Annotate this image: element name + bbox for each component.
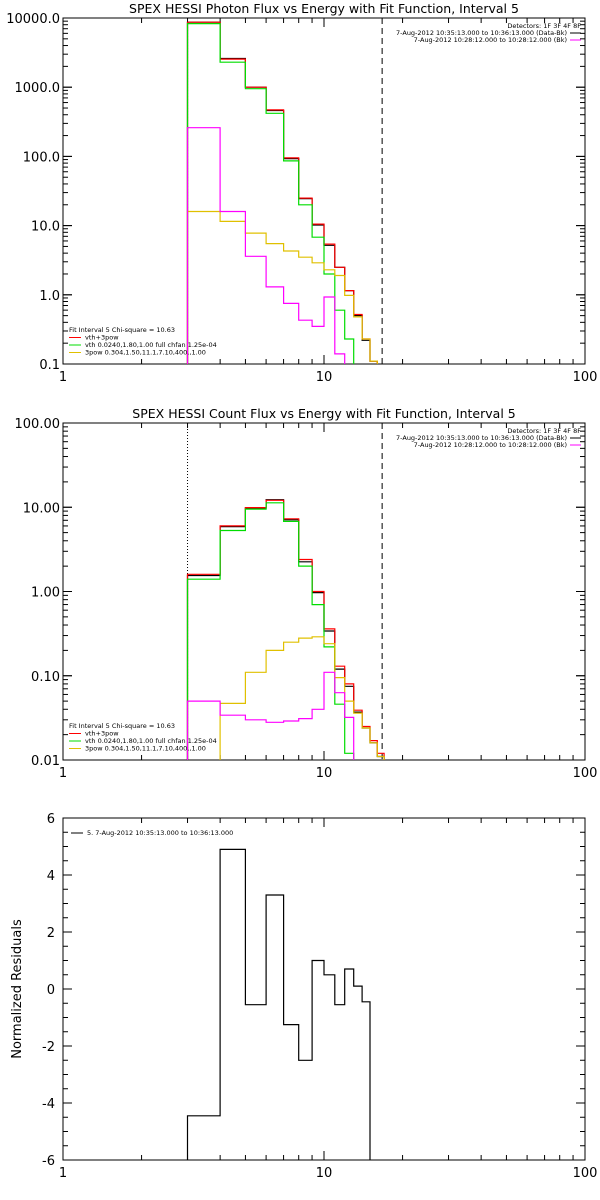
header-text-1: 7-Aug-2012 10:35:13.000 to 10:36:13.000 …	[396, 29, 567, 37]
y-tick-label: 6	[47, 812, 55, 827]
chart-panel-1: SPEX HESSI Photon Flux vs Energy with Fi…	[6, 1, 597, 385]
x-tick-label: 100	[573, 766, 598, 781]
y-tick-label: 4	[47, 869, 55, 884]
series-3pow	[219, 636, 385, 760]
chart-title: SPEX HESSI Photon Flux vs Energy with Fi…	[129, 1, 519, 16]
y-tick-label: 10000.0	[6, 12, 60, 27]
header-text-1: 7-Aug-2012 10:35:13.000 to 10:36:13.000 …	[396, 434, 567, 442]
y-tick-label: 1000.0	[15, 81, 61, 96]
y-tick-label: 10.0	[31, 220, 60, 235]
x-tick-label: 100	[573, 1166, 598, 1181]
series-bk	[186, 671, 355, 760]
y-tick-label: 100.00	[15, 417, 61, 432]
y-axis-label: Normalized Residuals	[10, 919, 25, 1059]
series-vth	[186, 502, 355, 760]
series-3pow	[186, 210, 378, 364]
series-vth	[186, 23, 355, 364]
y-tick-label: 0.01	[31, 754, 60, 769]
data-series-group	[186, 21, 378, 364]
y-tick-label: 0.1	[39, 358, 60, 373]
header-text-0: Detectors: 1F 3F 4F 8F	[507, 22, 581, 30]
fit-legend-text: vth+3pow	[85, 334, 119, 342]
fit-legend-text: vth+3pow	[85, 730, 119, 738]
residual-legend-text: 5. 7-Aug-2012 10:35:13.000 to 10:36:13.0…	[87, 829, 233, 837]
x-tick-label: 100	[573, 370, 598, 385]
series-bk	[186, 127, 346, 364]
y-tick-label: 10.00	[23, 501, 60, 516]
y-tick-label: -4	[42, 1097, 55, 1112]
fit-info-text: Fit Interval 5 Chi-square = 10.63	[69, 326, 175, 334]
series-data-bk	[186, 21, 378, 364]
fit-legend-text: vth 0.0240,1.80,1.00 full chfan 1.25e-04	[85, 737, 217, 745]
y-tick-label: 1.00	[31, 586, 60, 601]
data-series-group	[186, 499, 385, 760]
x-tick-label: 10	[316, 1166, 333, 1181]
header-text-2: 7-Aug-2012 10:28:12.000 to 10:28:12.000 …	[414, 36, 567, 44]
y-tick-label: 2	[47, 926, 55, 941]
x-tick-label: 1	[59, 1166, 67, 1181]
data-series-group	[186, 848, 371, 1160]
y-tick-label: -6	[42, 1154, 55, 1169]
y-tick-label: 0	[47, 983, 55, 998]
chart-title: SPEX HESSI Count Flux vs Energy with Fit…	[132, 406, 515, 421]
x-tick-label: 1	[59, 766, 67, 781]
series-vth-3pow	[186, 21, 378, 364]
fit-legend-text: 3pow 0.304,1.50,11.1,7.10,400.,1.00	[85, 745, 206, 753]
y-tick-label: -2	[42, 1040, 55, 1055]
x-tick-label: 10	[316, 766, 333, 781]
fit-legend-text: vth 0.0240,1.80,1.00 full chfan 1.25e-04	[85, 341, 217, 349]
header-text-2: 7-Aug-2012 10:28:12.000 to 10:28:12.000 …	[414, 441, 567, 449]
chart-panel-3: 1 10 100 -6 -4 -2 0 2 4 6 Normalized Residuals 5. 7…	[10, 812, 597, 1181]
fit-legend-text: 3pow 0.304,1.50,11.1,7.10,400.,1.00	[85, 349, 206, 357]
y-tick-label: 1.0	[39, 289, 60, 304]
y-tick-label: 100.0	[23, 150, 60, 165]
series-residuals	[186, 848, 371, 1160]
x-tick-label: 10	[316, 370, 333, 385]
y-tick-label: 0.10	[31, 670, 60, 685]
header-text-0: Detectors: 1F 3F 4F 8F	[507, 427, 581, 435]
x-tick-label: 1	[59, 370, 67, 385]
chart-panel-2: SPEX HESSI Count Flux vs Energy with Fit…	[15, 406, 598, 781]
plot-frame	[62, 817, 586, 1161]
series-data-bk	[186, 499, 385, 760]
series-vth-3pow	[186, 499, 385, 760]
fit-info-text: Fit Interval 5 Chi-square = 10.63	[69, 722, 175, 730]
